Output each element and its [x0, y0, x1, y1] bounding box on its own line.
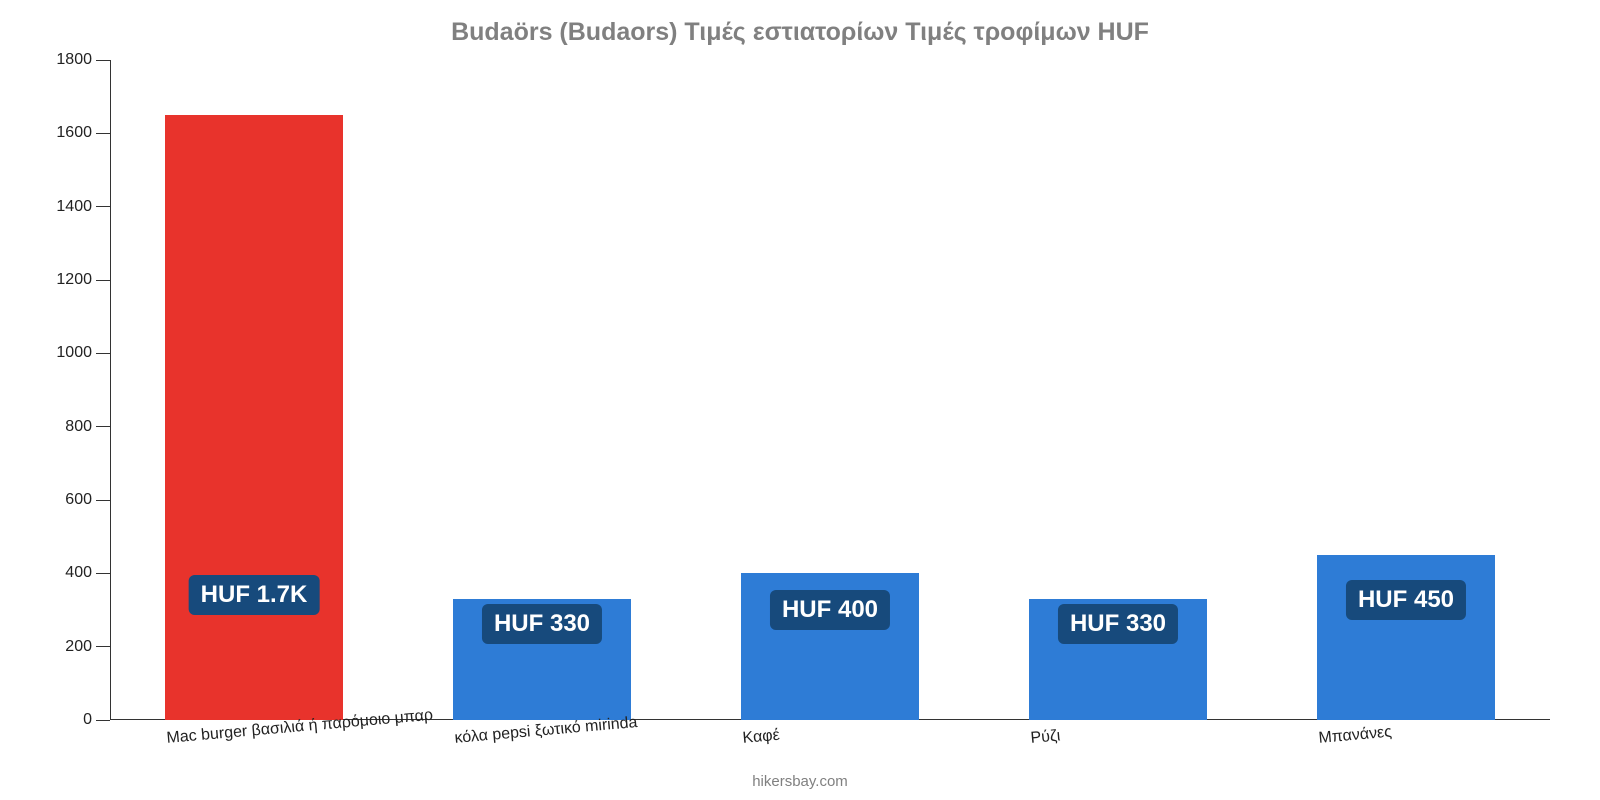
y-tick-label: 1600 — [56, 124, 110, 142]
y-tick-label: 1000 — [56, 344, 110, 362]
y-axis-line — [110, 60, 111, 720]
y-tick-label: 1200 — [56, 271, 110, 289]
x-tick-label: Καφέ — [741, 717, 781, 748]
value-badge: HUF 400 — [770, 590, 890, 630]
y-tick-label: 1400 — [56, 198, 110, 216]
y-tick-label: 600 — [65, 491, 110, 509]
y-tick-label: 0 — [83, 711, 110, 729]
value-badge: HUF 330 — [1058, 604, 1178, 644]
y-tick-label: 200 — [65, 638, 110, 656]
x-tick-label: Μπανάνες — [1317, 714, 1393, 748]
value-badge: HUF 450 — [1346, 580, 1466, 620]
value-badge: HUF 1.7K — [189, 575, 320, 615]
plot-area: 020040060080010001200140016001800HUF 1.7… — [110, 60, 1550, 720]
credit-text: hikersbay.com — [0, 773, 1600, 790]
value-badge: HUF 330 — [482, 604, 602, 644]
chart-container: Budaörs (Budaors) Τιμές εστιατορίων Τιμέ… — [0, 0, 1600, 800]
y-tick-label: 1800 — [56, 51, 110, 69]
bar — [165, 115, 344, 720]
y-tick-label: 800 — [65, 418, 110, 436]
chart-title: Budaörs (Budaors) Τιμές εστιατορίων Τιμέ… — [0, 18, 1600, 47]
x-tick-label: Ρύζι — [1029, 717, 1061, 747]
y-tick-label: 400 — [65, 564, 110, 582]
